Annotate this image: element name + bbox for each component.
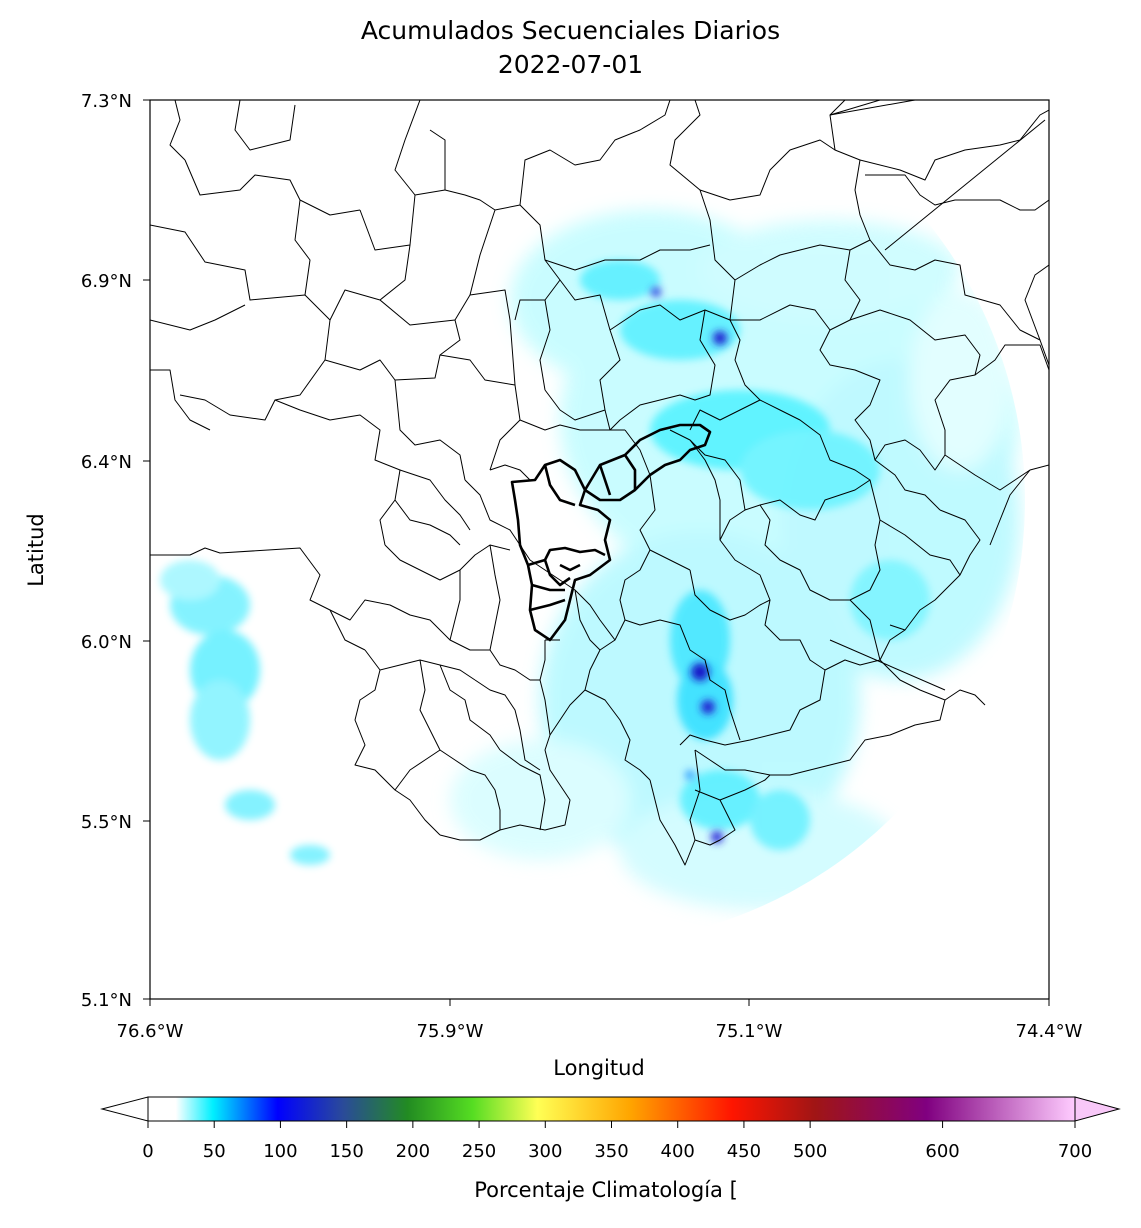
y-tick-label: 6.0°N — [81, 632, 132, 653]
colorbar-tick-label: 0 — [142, 1141, 153, 1162]
colorbar-tick-label: 150 — [329, 1141, 363, 1162]
colorbar-extend-high — [1074, 1096, 1121, 1122]
department-boundaries — [829, 100, 1046, 691]
chart-subtitle: 2022-07-01 — [497, 50, 644, 79]
colorbar-tick-label: 350 — [594, 1141, 628, 1162]
colorbar-tick-label: 100 — [263, 1141, 297, 1162]
western-rain-band — [160, 560, 330, 865]
map-frame — [149, 99, 1050, 1000]
colorbar-tick-label: 50 — [203, 1141, 226, 1162]
y-axis-label: Latitud — [24, 513, 48, 587]
colorbar-extend-low — [100, 1096, 149, 1122]
colorbar-tick-label: 250 — [462, 1141, 496, 1162]
municipal-boundaries — [150, 100, 1049, 866]
colorbar-tick-label: 200 — [396, 1141, 430, 1162]
x-tick-marks — [149, 999, 1050, 1006]
colorbar: 0 50 100 150 200 250 300 350 400 450 500 600 700 — [100, 1096, 1121, 1162]
x-tick-label: 75.1°W — [716, 1021, 783, 1042]
y-tick-label: 6.9°N — [81, 271, 132, 292]
x-axis-label: Longitud — [553, 1056, 645, 1080]
colorbar-tick-label: 400 — [661, 1141, 695, 1162]
chart-title: Acumulados Secuenciales Diarios — [360, 16, 781, 45]
colorbar-tick-label: 500 — [793, 1141, 827, 1162]
x-tick-label: 74.4°W — [1016, 1021, 1083, 1042]
x-tick-label: 75.9°W — [417, 1021, 484, 1042]
colorbar-tick-label: 300 — [528, 1141, 562, 1162]
colorbar-tick-label: 450 — [727, 1141, 761, 1162]
colorbar-gradient — [148, 1097, 1075, 1121]
colorbar-label: Porcentaje Climatología [ — [474, 1178, 738, 1202]
colorbar-tick-label: 700 — [1058, 1141, 1092, 1162]
y-tick-label: 5.5°N — [81, 812, 132, 833]
map-area — [150, 100, 1049, 999]
y-tick-label: 5.1°N — [81, 990, 132, 1011]
y-tick-label: 7.3°N — [81, 91, 132, 112]
y-tick-label: 6.4°N — [81, 452, 132, 473]
colorbar-tick-label: 600 — [925, 1141, 959, 1162]
x-tick-label: 76.6°W — [117, 1021, 184, 1042]
y-tick-marks — [143, 99, 150, 1000]
precipitation-shading — [450, 210, 1020, 910]
metropolitan-area-boundary — [510, 423, 712, 642]
